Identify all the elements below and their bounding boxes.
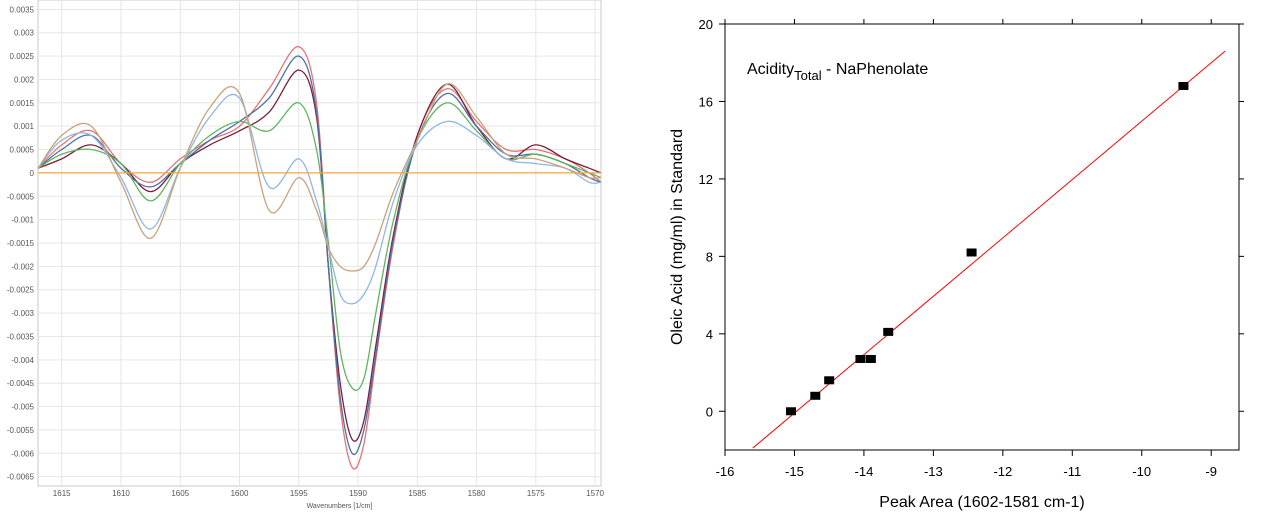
y-tick-label: 8 [706,249,713,264]
y-tick-label: -0.0025 [7,286,35,295]
x-tick-label: -15 [785,464,804,479]
y-tick-label: -0.001 [11,216,34,225]
data-point [966,248,977,257]
x-tick-label: 1615 [53,489,71,498]
y-tick-label: 0 [30,169,35,178]
y-tick-label: 0.001 [14,122,35,131]
x-tick-label: -9 [1205,464,1217,479]
y-tick-label: -0.006 [11,449,34,458]
y-tick-label: -0.005 [11,403,34,412]
y-tick-label: 12 [699,172,713,187]
x-axis-label: Peak Area (1602-1581 cm-1) [879,494,1084,511]
y-tick-label: 0.0015 [10,99,35,108]
y-tick-label: 0.003 [14,29,35,38]
x-tick-label: -16 [716,464,735,479]
spectra-chart: 0.0035 0.003 0.0025 0.002 0.0015 0.001 0.0005 0… [7,0,605,510]
x-tick-label: 1580 [468,489,486,498]
spectrum-series-line-3 [37,55,602,456]
y-tick-label: -0.0055 [7,426,35,435]
x-tick-label: 1600 [231,489,249,498]
plot-frame [724,23,1240,451]
chart-title: AcidityTotal - NaPhenolate [747,61,928,83]
data-point [785,407,796,416]
y-axis-label: Oleic Acid (mg/ml) in Standard [669,129,686,345]
y-tick-label: -0.004 [11,356,34,365]
y-tick-label: -0.0035 [7,332,35,341]
x-tick-label: -14 [855,464,874,479]
spectrum-series-line-1 [37,46,602,470]
spectrum-series-line-6 [37,83,602,272]
data-point [865,354,876,363]
x-tick-label: 1570 [586,489,604,498]
y-tick-label: -0.003 [11,309,34,318]
x-tick-label: 1595 [290,489,308,498]
x-tick-label: 1590 [349,489,367,498]
y-tick-label: 0.002 [14,75,35,84]
x-tick-label: -11 [1063,464,1081,479]
data-point [824,376,835,385]
x-tick-label: 1585 [408,489,426,498]
data-point [1178,81,1189,90]
data-point [810,391,821,400]
y-tick-label: 0.0035 [10,5,35,14]
data-point [883,327,894,336]
calibration-chart-panel: -16 -15 -14 -13 -12 -11 -10 -9 0 4 8 12 16 20 Peak Are… [604,0,1280,526]
data-point [855,354,866,363]
y-tick-label: -0.0015 [7,239,35,248]
x-axis-label: Wavenumbers [1/cm] [307,503,373,510]
y-tick-label: 0.0025 [10,52,35,61]
y-tick-label: -0.0065 [7,473,35,482]
y-tick-label: 4 [706,327,713,342]
y-tick-label: 20 [699,17,713,32]
y-tick-label: 16 [699,94,713,109]
x-tick-label: 1575 [527,489,545,498]
x-tick-label: -13 [924,464,943,479]
y-tick-label: -0.002 [11,262,34,271]
y-tick-label: -0.0005 [7,192,35,201]
spectrum-series-line-5 [37,93,602,305]
y-tick-label: -0.0045 [7,379,35,388]
x-tick-label: 1605 [171,489,189,498]
spectra-chart-panel: 0.0035 0.003 0.0025 0.002 0.0015 0.001 0.0005 0… [0,0,605,526]
x-tick-label: -12 [993,464,1012,479]
x-tick-label: 1610 [112,489,130,498]
y-tick-label: 0 [706,404,713,419]
regression-line [752,50,1226,449]
x-tick-label: -10 [1132,464,1151,479]
calibration-chart: -16 -15 -14 -13 -12 -11 -10 -9 0 4 8 12 16 20 Peak Are… [669,17,1244,511]
y-tick-label: 0.0005 [10,146,35,155]
